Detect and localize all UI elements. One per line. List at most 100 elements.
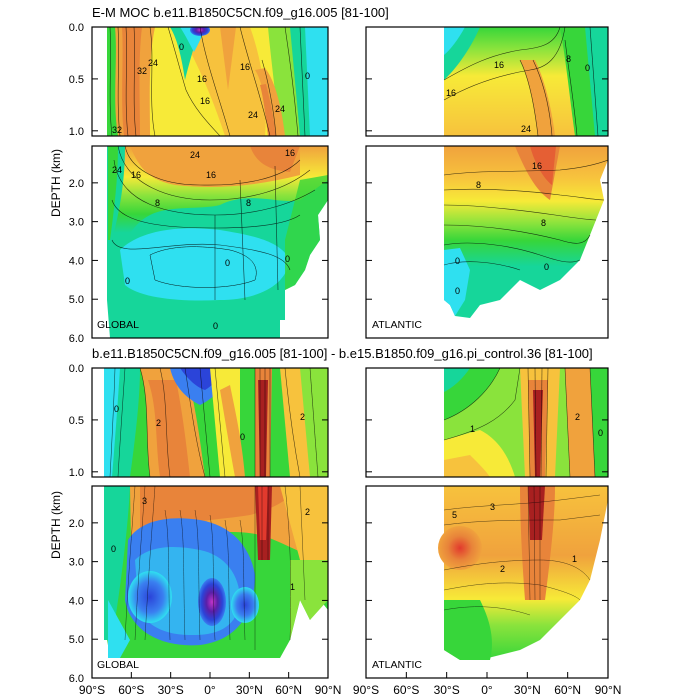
contour-label: 2 [500,564,505,574]
panel-atlantic-lower-top: 8 16 8 0 0 0 ATLANTIC [366,146,608,338]
y-tick-label: 3.0 [69,217,84,229]
x-tick-label: 0° [481,683,493,697]
panel-global-lower-diff: 0 3 2 1 GLOBAL [92,486,328,678]
contour-label: 0 [305,71,310,81]
bottom-figure-title: b.e11.B1850C5CN.f09_g16.005 [81-100] - b… [92,346,593,361]
contour-label: 8 [155,198,160,208]
y-axis-label: DEPTH (km) [49,149,63,217]
contour-label: 24 [148,58,158,68]
contour-label: 0 [598,428,603,438]
contour-label: 16 [131,170,141,180]
x-tick-label: 0° [204,683,216,697]
contour-labels-p5: 0 2 2 0 [114,404,305,442]
contour-label: 16 [446,88,456,98]
y-axis-label: DEPTH (km) [49,491,63,559]
contour-label: 0 [455,256,460,266]
panel-frame [91,145,329,339]
panel-global-upper-diff: 0 2 2 0 [92,368,328,477]
x-tick-label: 90°S [353,683,379,697]
y-tick-label: 6.0 [69,673,84,685]
contour-label: 16 [200,96,210,106]
panel-frame [91,26,329,137]
contour-label: 16 [494,60,504,70]
panel-frame [365,367,609,478]
contour-label: 8 [566,54,571,64]
contour-label: 2 [575,412,580,422]
x-tick-label: 60°N [554,683,581,697]
contour-label: 1 [470,424,475,434]
contour-label: 0 [455,286,460,296]
contour-label: 24 [248,110,258,120]
contour-label: 1 [572,554,577,564]
contour-label: 3 [490,502,495,512]
contour-labels-p2: 24 16 24 16 8 16 0 0 0 0 8 [112,148,295,331]
x-tick-label: 30°N [514,683,541,697]
contour-labels-p1: 32 24 32 16 16 16 24 24 0 0 [112,42,310,135]
y-tick-label: 2.0 [69,518,84,530]
panel-frame [365,26,609,137]
region-label-global: GLOBAL [97,659,139,671]
contour-label: 0 [285,254,290,264]
contour-labels-p7: 1 2 0 [470,412,603,438]
x-tick-label: 30°N [236,683,263,697]
x-axis-ticks: 90°S 60°S 30°S 0° 30°N 60°N 90°N 90°S 60°S 30°S 0°… [79,672,621,697]
y-tick-label: 5.0 [69,634,84,646]
x-tick-label: 30°S [158,683,184,697]
y-tick-label: 1.0 [69,467,84,479]
contour-label: 0 [111,544,116,554]
contour-label: 24 [521,124,531,134]
contour-label: 8 [246,198,251,208]
y-tick-label: 3.0 [69,557,84,569]
contour-label: 32 [137,66,147,76]
contour-label: 8 [541,218,546,228]
y-tick-label: 4.0 [69,595,84,607]
contour-label: 0 [213,321,218,331]
y-tick-label: 0.0 [69,22,84,34]
contour-label: 16 [240,62,250,72]
contour-label: 0 [125,276,130,286]
contour-labels-p6: 0 3 2 1 [111,496,310,592]
contour-label: 0 [179,42,184,52]
contour-label: 2 [300,412,305,422]
panel-atlantic-upper-diff: 1 2 0 [366,368,608,477]
contour-label: 0 [544,262,549,272]
panel-frame [365,145,609,339]
top-figure-title: E-M MOC b.e11.B1850C5CN.f09_g16.005 [81-… [92,5,389,20]
region-label-global: GLOBAL [97,319,139,331]
y-axis-ticks: 0.0 0.5 1.0 0.0 0.5 1.0 2.0 3.0 4.0 5.0 6.0 2.0 3.0 4… [69,22,608,685]
contour-label: 5 [452,510,457,520]
contour-label: 16 [285,148,295,158]
panel-global-upper-top: 32 24 32 16 16 16 24 24 0 0 [92,27,328,136]
contour-label: 16 [197,74,207,84]
contour-label: 0 [225,258,230,268]
y-tick-label: 0.5 [69,74,84,86]
contour-label: 1 [290,582,295,592]
contour-label: 8 [476,180,481,190]
x-tick-label: 90°N [315,683,342,697]
panel-frame [91,367,329,478]
y-tick-label: 6.0 [69,333,84,345]
contour-label: 16 [532,161,542,171]
contour-label: 32 [112,125,122,135]
contour-label: 2 [156,418,161,428]
y-tick-label: 0.5 [69,415,84,427]
x-tick-label: 90°S [79,683,105,697]
contour-label: 16 [206,170,216,180]
y-tick-label: 4.0 [69,255,84,267]
x-tick-label: 60°S [118,683,144,697]
y-tick-label: 5.0 [69,294,84,306]
region-label-atlantic: ATLANTIC [372,319,422,331]
contour-labels-p4: 8 16 8 0 0 0 [455,161,549,296]
x-tick-label: 30°S [434,683,460,697]
panel-atlantic-upper-top: 16 16 24 8 0 [366,27,608,136]
contour-label: 2 [305,507,310,517]
contour-label: 24 [112,165,122,175]
contour-labels-p8: 5 3 2 1 [452,502,577,574]
panel-atlantic-lower-diff: 5 3 2 1 ATLANTIC [366,486,608,678]
contour-label: 0 [240,432,245,442]
y-tick-label: 2.0 [69,178,84,190]
contour-label: 3 [142,496,147,506]
y-tick-label: 1.0 [69,126,84,138]
panel-global-lower-top: 24 16 24 16 8 16 0 0 0 0 8 GLOBAL [92,146,328,338]
